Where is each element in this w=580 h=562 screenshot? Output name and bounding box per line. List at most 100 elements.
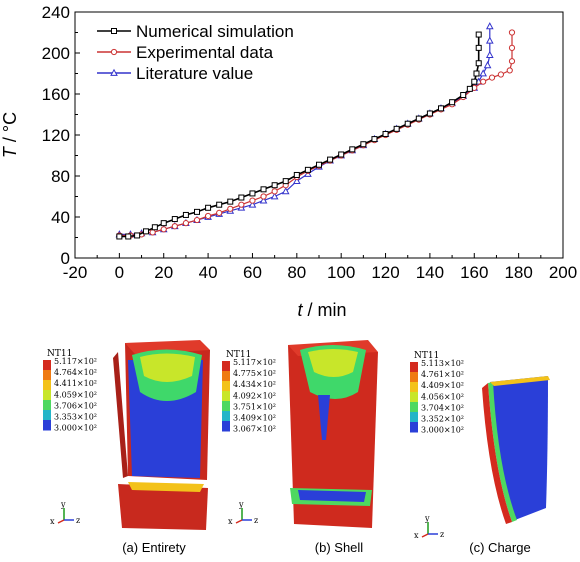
x-tick-label: 100 <box>327 263 355 282</box>
fe-legend-value: 5.117×10² <box>233 358 276 367</box>
data-point <box>216 201 223 208</box>
data-point <box>483 61 492 69</box>
data-point <box>508 58 516 65</box>
model-shell-plate-core <box>298 490 366 502</box>
axis-triad-1: y z x <box>228 500 258 526</box>
data-point <box>281 187 290 195</box>
data-point <box>508 44 516 51</box>
data-point <box>193 216 201 224</box>
colorbar-swatch <box>410 402 418 413</box>
data-point <box>160 226 167 233</box>
colorbar-swatch <box>43 400 51 411</box>
colorbar-swatch <box>43 390 51 401</box>
data-point <box>475 44 482 51</box>
fe-legend-value: 3.067×10² <box>233 425 276 434</box>
fe-legend-value: 4.764×10² <box>54 368 97 377</box>
colorbar-swatch <box>43 410 51 421</box>
legend-label-1: Experimental data <box>136 43 274 62</box>
colorbar-swatch <box>222 401 230 412</box>
data-point <box>204 212 212 220</box>
data-point <box>460 92 467 99</box>
x-tick-label: 40 <box>199 263 218 282</box>
y-tick-label: 80 <box>51 167 70 186</box>
model-charge-edge <box>488 382 517 522</box>
fe-panels: NT115.117×10²4.764×10²4.411×10²4.059×10²… <box>43 340 550 555</box>
data-point <box>259 196 268 204</box>
data-point <box>475 31 482 38</box>
fe-legend-value: 3.409×10² <box>233 414 276 423</box>
legend-marker-0 <box>111 28 117 34</box>
colorbar-swatch <box>410 382 418 393</box>
triad-x-label: x <box>414 531 419 540</box>
fe-legend-value: 3.706×10² <box>54 401 97 410</box>
fe-legend-title: NT11 <box>226 350 251 360</box>
colorbar-swatch <box>222 411 230 422</box>
y-tick-label: 240 <box>42 3 70 22</box>
x-tick-label: 60 <box>243 263 262 282</box>
model-entirety-base <box>118 484 208 530</box>
data-point <box>382 130 389 137</box>
fe-legend-value: 4.056×10² <box>421 392 464 401</box>
data-point <box>480 78 487 85</box>
fe-legend-value: 3.704×10² <box>421 403 464 412</box>
data-point <box>497 71 504 78</box>
data-point <box>260 186 267 193</box>
x-tick-label: 140 <box>416 263 444 282</box>
y-tick-label: 40 <box>51 208 70 227</box>
data-point <box>205 204 212 211</box>
data-point <box>349 146 356 153</box>
model-entirety-pad <box>128 482 204 492</box>
fe-legend-title: NT11 <box>414 351 439 361</box>
data-point <box>271 188 278 195</box>
x-tick-label: 0 <box>115 263 124 282</box>
data-point <box>151 224 158 231</box>
data-point <box>473 70 480 77</box>
legend-label-0: Numerical simulation <box>136 22 294 41</box>
triad-x-axis <box>57 519 65 524</box>
fe-legend-value: 4.775×10² <box>233 369 276 378</box>
colorbar-swatch <box>410 362 418 373</box>
chart-legend: Numerical simulation Experimental data Lit… <box>97 22 294 83</box>
data-point <box>238 201 245 208</box>
colorbar-swatch <box>410 372 418 383</box>
model-entirety <box>113 340 210 530</box>
fe-legend-title: NT11 <box>47 349 72 359</box>
colorbar-swatch <box>222 361 230 372</box>
fe-legend-value: 5.117×10² <box>54 357 97 366</box>
x-axis-label: t / min <box>297 300 346 320</box>
x-tick-label: 160 <box>460 263 488 282</box>
colorbar-swatch <box>43 370 51 381</box>
colorbar-swatch <box>43 380 51 391</box>
data-point <box>134 232 141 239</box>
fe-legend-value: 4.761×10² <box>421 370 464 379</box>
model-charge-rim <box>490 376 550 386</box>
fe-legend-value: 3.352×10² <box>421 415 464 424</box>
data-point <box>142 228 149 235</box>
model-entirety-side <box>113 352 128 478</box>
triad-x-axis <box>421 533 429 538</box>
data-point <box>449 99 456 106</box>
data-point <box>466 85 473 92</box>
colorbar-swatch <box>222 371 230 382</box>
y-tick-label: 120 <box>42 126 70 145</box>
data-point <box>338 151 345 158</box>
data-point <box>488 74 496 81</box>
y-tick-label: 200 <box>42 44 70 63</box>
data-point <box>292 176 301 185</box>
fe-legend-value: 3.000×10² <box>421 426 464 435</box>
data-point <box>471 78 478 85</box>
y-tick-label: 160 <box>42 85 70 104</box>
data-point <box>249 190 256 197</box>
legend-marker-1 <box>110 48 118 56</box>
axis-triad-2: y z x <box>414 514 444 540</box>
x-tick-label: 20 <box>154 263 173 282</box>
data-point <box>248 200 257 208</box>
data-point <box>304 166 311 173</box>
model-shell-cone-core <box>308 349 358 377</box>
model-entirety-top <box>125 340 210 354</box>
panel-caption: (b) Shell <box>315 540 364 555</box>
series-line-1 <box>119 32 513 236</box>
